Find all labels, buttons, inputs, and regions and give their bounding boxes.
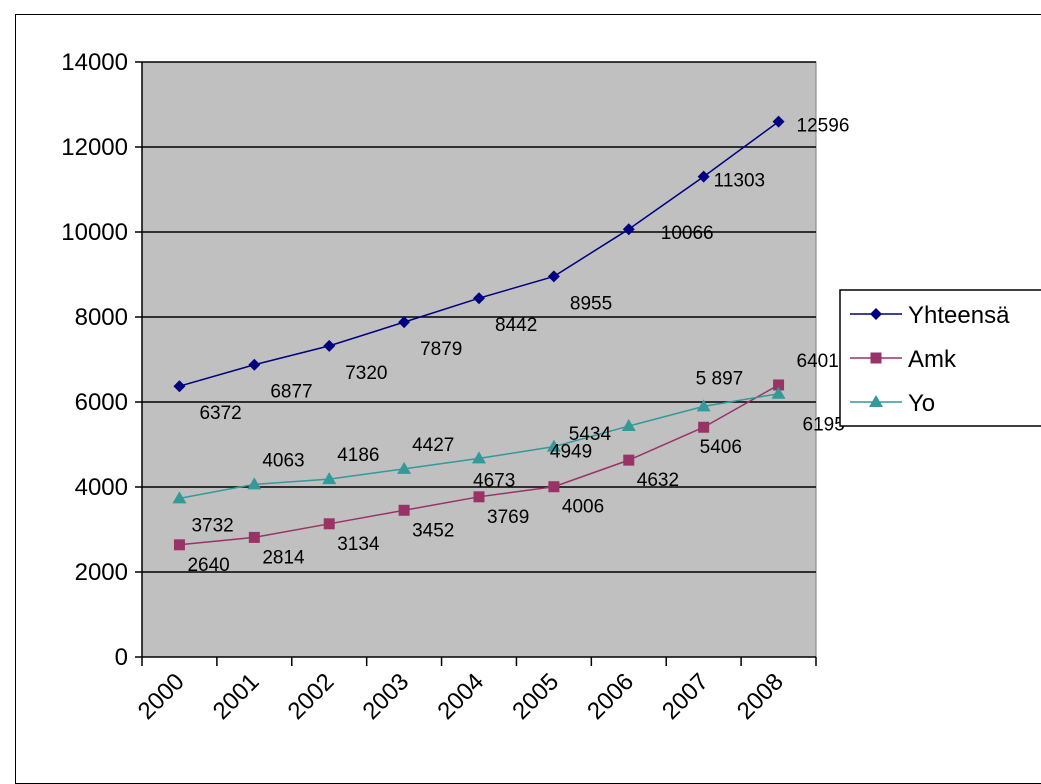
data-point-square <box>248 531 260 543</box>
data-point-diamond <box>248 358 261 371</box>
data-label: 3452 <box>412 520 454 541</box>
data-point-triangle <box>397 461 412 474</box>
data-label: 5434 <box>569 424 612 445</box>
data-label: 7879 <box>420 339 462 360</box>
data-point-square <box>698 421 710 433</box>
x-tick-label: 2008 <box>732 668 789 725</box>
y-tick-label: 2000 <box>75 559 128 586</box>
data-label: 4632 <box>637 470 679 491</box>
data-label: 7320 <box>345 363 387 384</box>
data-point-diamond <box>547 270 560 283</box>
data-point-square <box>623 454 635 466</box>
x-tick-label: 2005 <box>507 668 564 725</box>
data-point-triangle <box>247 477 262 490</box>
y-tick-label: 10000 <box>61 219 128 246</box>
legend-label: Amk <box>908 346 957 373</box>
data-point-square <box>323 518 335 530</box>
legend-marker-diamond <box>870 308 882 320</box>
data-label: 3134 <box>337 534 380 555</box>
data-label: 3732 <box>191 515 233 536</box>
x-tick-label: 2002 <box>283 668 340 725</box>
legend-label: Yo <box>908 390 935 417</box>
x-tick-label: 2006 <box>582 668 639 725</box>
data-point-triangle <box>472 451 486 464</box>
legend-label: Yhteensä <box>908 302 1010 329</box>
data-point-square <box>398 504 410 516</box>
data-point-triangle <box>322 472 337 485</box>
x-tick-label: 2001 <box>208 668 265 725</box>
data-label: 2814 <box>262 547 305 568</box>
data-point-square <box>173 539 185 551</box>
data-label: 4006 <box>562 497 604 518</box>
data-point-diamond <box>772 115 785 128</box>
data-label: 6401 <box>797 351 839 372</box>
x-tick-label: 2003 <box>358 668 415 725</box>
data-label: 6195 <box>803 415 845 436</box>
data-label: 4949 <box>550 442 592 463</box>
data-point-triangle <box>696 399 711 412</box>
data-label: 8442 <box>495 315 537 336</box>
data-point-diamond <box>323 339 336 352</box>
y-tick-label: 12000 <box>61 134 128 161</box>
data-point-diamond <box>173 380 186 393</box>
data-label: 4673 <box>473 470 515 491</box>
y-tick-label: 6000 <box>75 389 128 416</box>
data-label: 8955 <box>570 293 612 314</box>
data-point-square <box>548 481 560 493</box>
data-point-triangle <box>546 439 561 452</box>
data-point-square <box>473 491 485 503</box>
data-point-diamond <box>398 316 411 329</box>
data-label: 4063 <box>262 450 304 471</box>
x-tick-label: 2004 <box>432 668 489 725</box>
data-label: 11303 <box>714 171 765 192</box>
data-label: 4427 <box>412 435 454 456</box>
data-label: 3769 <box>487 507 529 528</box>
legend-marker-triangle <box>869 395 883 407</box>
y-tick-label: 8000 <box>75 304 128 331</box>
data-label: 4186 <box>337 445 379 466</box>
data-point-triangle <box>621 419 636 432</box>
data-label: 5406 <box>700 437 742 458</box>
legend-marker-square <box>870 352 882 364</box>
y-tick-label: 0 <box>115 644 128 671</box>
y-tick-label: 14000 <box>61 49 128 76</box>
data-label: 10066 <box>661 223 714 244</box>
data-point-diamond <box>473 292 485 305</box>
y-tick-label: 4000 <box>75 474 128 501</box>
data-label: 6372 <box>199 403 241 424</box>
x-tick-label: 2000 <box>133 668 190 725</box>
data-label: 2640 <box>187 555 229 576</box>
data-point-square <box>773 379 785 391</box>
data-point-diamond <box>622 223 635 236</box>
data-label: 5 897 <box>696 368 744 389</box>
x-tick-label: 2007 <box>657 668 714 725</box>
data-point-triangle <box>771 386 786 399</box>
data-label: 6877 <box>270 382 312 403</box>
data-label: 12596 <box>797 116 850 137</box>
plot-area <box>141 61 817 658</box>
data-point-diamond <box>697 170 710 183</box>
data-point-triangle <box>172 491 187 504</box>
